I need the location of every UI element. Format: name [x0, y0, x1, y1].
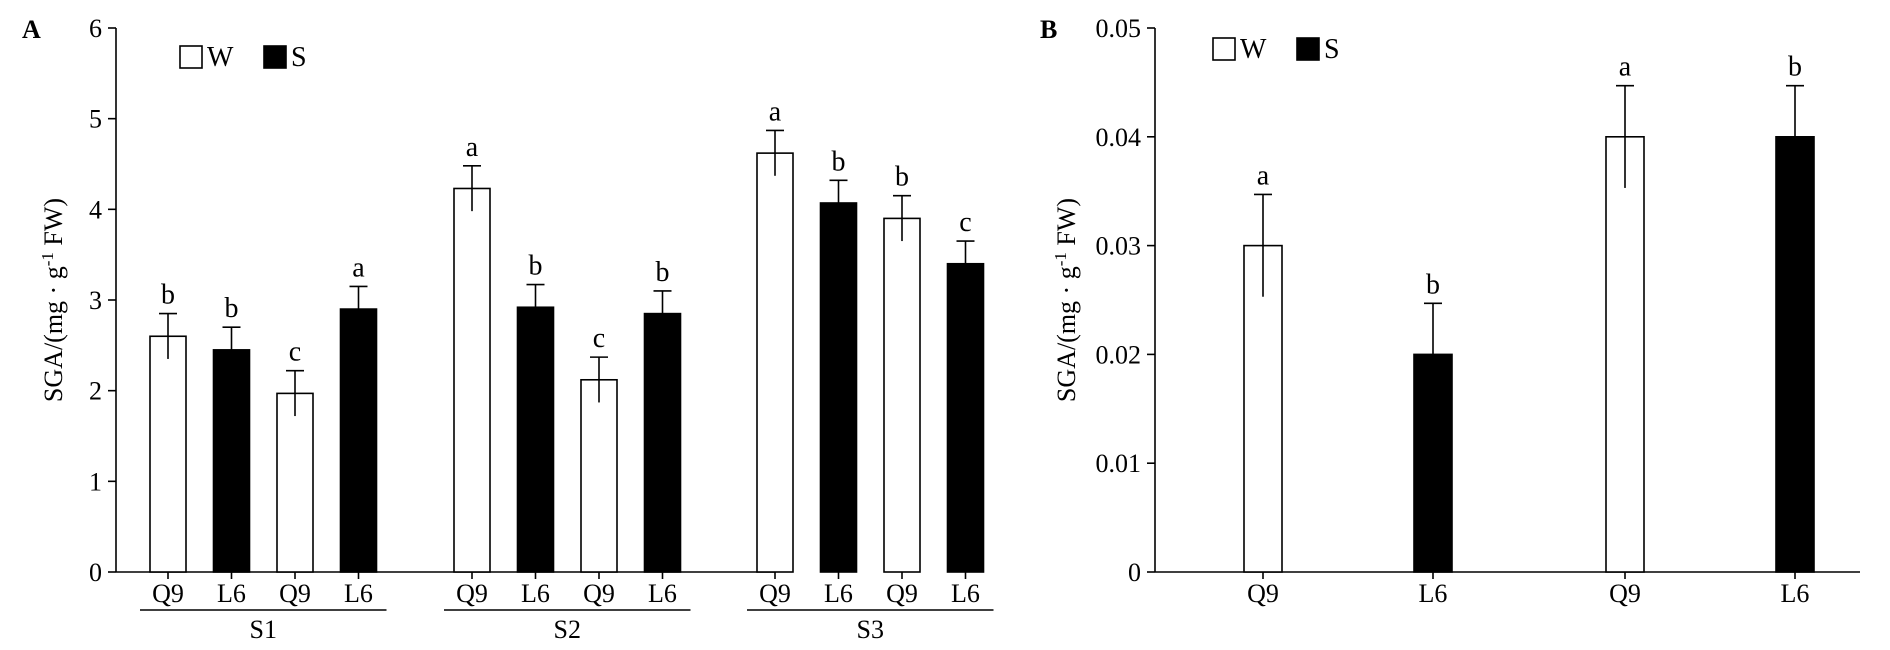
- panel-b-category-label: Q9: [1247, 579, 1279, 608]
- panel-a-category-label: L6: [824, 579, 853, 608]
- y-tick-label: 0.04: [1096, 123, 1142, 152]
- panel-a-bar: [453, 187, 491, 573]
- panel-a-significance-letter: b: [161, 280, 175, 311]
- panel-a-category-label: Q9: [886, 579, 918, 608]
- panel-a-bar: [276, 392, 314, 573]
- panel-a-bar: [946, 262, 985, 573]
- panel-a-category-label: L6: [217, 579, 246, 608]
- panel-a-category-label: Q9: [279, 579, 311, 608]
- panel-a-significance-letter: a: [769, 96, 782, 127]
- panel-a-y-axis-title: SGA/(mg · g-1 FW): [38, 198, 69, 402]
- panel-a-bar: [212, 349, 251, 573]
- panel-b-category-label: Q9: [1609, 579, 1641, 608]
- panel-b-y-ticks: 0 0.01 0.02 0.03 0.04 0.05: [1096, 14, 1155, 587]
- panel-b-y-title-main: SGA/(mg · g: [1052, 266, 1081, 402]
- panel-b-y-title-end: FW): [1052, 198, 1081, 252]
- panel-a-category-label: Q9: [152, 579, 184, 608]
- panel-a-category-label: L6: [951, 579, 980, 608]
- panel-a-significance-letter: c: [289, 337, 301, 368]
- y-tick-label: 0.03: [1096, 232, 1142, 261]
- panel-a-group-label: S1: [250, 615, 277, 644]
- panel-b-bars: a Q9 b L6 a Q9 b L6: [1243, 52, 1815, 608]
- y-tick-label: 0.01: [1096, 449, 1142, 478]
- panel-a-significance-letter: a: [352, 252, 365, 283]
- panel-a-label: A: [22, 15, 41, 44]
- panel-a-significance-letter: b: [225, 293, 239, 324]
- legend-swatch-w: [1212, 37, 1236, 61]
- panel-b-significance-letter: a: [1257, 160, 1270, 191]
- panel-a: A SGA/(mg · g-1 FW) 0 1 2 3 4 5 6 b Q9 b L6 c Q9 a L6…: [22, 14, 994, 644]
- panel-a-y-title-exp: -1: [38, 252, 57, 266]
- panel-a-category-label: L6: [648, 579, 677, 608]
- y-tick-label: 1: [89, 467, 102, 496]
- panel-b-bar: [1605, 136, 1645, 573]
- panel-a-bar: [580, 378, 618, 573]
- panel-a-bar: [149, 335, 187, 573]
- panel-a-y-ticks: 0 1 2 3 4 5 6: [89, 14, 116, 587]
- y-tick-label: 0: [89, 558, 102, 587]
- legend-swatch-s: [263, 45, 287, 69]
- panel-b-y-title-exp: -1: [1051, 252, 1070, 266]
- y-tick-label: 5: [89, 105, 102, 134]
- legend-swatch-w: [179, 45, 203, 69]
- panel-a-bar: [516, 306, 555, 573]
- panel-b-category-label: L6: [1781, 579, 1810, 608]
- panel-b-significance-letter: a: [1619, 52, 1632, 83]
- panel-a-bar: [756, 152, 794, 573]
- panel-a-category-label: Q9: [456, 579, 488, 608]
- panel-a-bar: [339, 308, 378, 573]
- panel-a-y-title-end: FW): [39, 198, 68, 252]
- y-tick-label: 6: [89, 14, 102, 43]
- panel-a-significance-letter: c: [593, 323, 605, 354]
- panel-a-significance-letter: a: [466, 132, 479, 163]
- panel-b: B SGA/(mg · g-1 FW) 0 0.01 0.02 0.03 0.04 0.0…: [1040, 14, 1860, 608]
- panel-a-category-label: Q9: [759, 579, 791, 608]
- panel-a-bar: [643, 312, 682, 573]
- panel-b-y-axis-title: SGA/(mg · g-1 FW): [1051, 198, 1082, 402]
- panel-a-bar: [883, 217, 921, 573]
- y-tick-label: 0.05: [1096, 14, 1142, 43]
- panel-a-group-label: S3: [857, 615, 884, 644]
- panel-a-significance-letter: b: [832, 146, 846, 177]
- legend-swatch-s: [1296, 37, 1320, 61]
- panel-a-significance-letter: b: [895, 162, 909, 193]
- y-tick-label: 0.02: [1096, 340, 1142, 369]
- panel-a-category-label: Q9: [583, 579, 615, 608]
- panel-a-significance-letter: b: [656, 257, 670, 288]
- y-tick-label: 3: [89, 286, 102, 315]
- panel-b-bar: [1775, 136, 1815, 573]
- panel-a-significance-letter: c: [959, 207, 971, 238]
- legend-label-w: W: [207, 42, 234, 73]
- panel-a-category-label: L6: [521, 579, 550, 608]
- panel-a-bars: bQ9bL6cQ9aL6S1aQ9bL6cQ9bL6S2aQ9bL6bQ9cL6…: [140, 96, 994, 644]
- legend-label-w: W: [1240, 34, 1267, 65]
- panel-b-significance-letter: b: [1426, 269, 1440, 300]
- panel-a-category-label: L6: [344, 579, 373, 608]
- legend-label-s: S: [291, 42, 307, 73]
- y-tick-label: 4: [89, 195, 102, 224]
- panel-a-y-title-main: SGA/(mg · g: [39, 266, 68, 402]
- panel-a-bar: [819, 202, 858, 573]
- y-tick-label: 2: [89, 377, 102, 406]
- panel-a-group-label: S2: [554, 615, 581, 644]
- panel-b-label: B: [1040, 15, 1057, 44]
- panel-a-significance-letter: b: [529, 251, 543, 282]
- legend-label-s: S: [1324, 34, 1340, 65]
- y-tick-label: 0: [1128, 558, 1141, 587]
- panel-b-category-label: L6: [1419, 579, 1448, 608]
- panel-b-significance-letter: b: [1788, 52, 1802, 83]
